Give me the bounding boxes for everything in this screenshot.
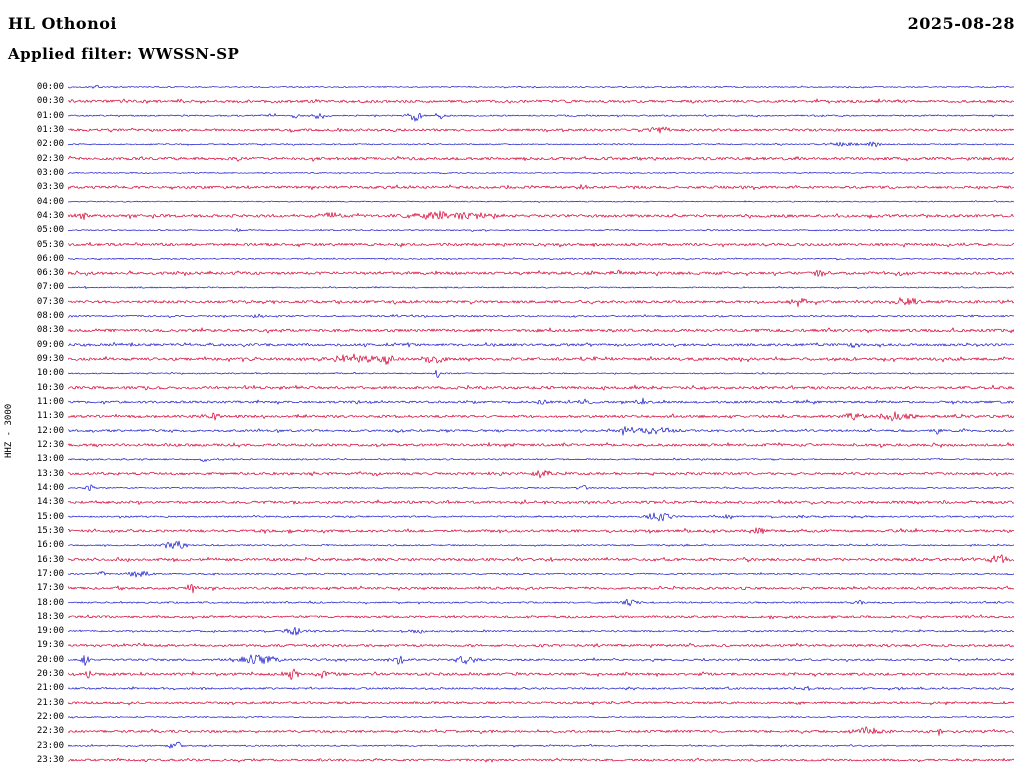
- trace-time-label: 16:00: [36, 540, 64, 551]
- time-labels: 00:00 00:30 01:00 01:30 02:00 02:30 03:00 03:30…: [0, 0, 66, 780]
- trace-time-label: 01:30: [36, 124, 64, 135]
- seismogram-canvas: [68, 80, 1014, 770]
- trace-time-label: 20:00: [36, 654, 64, 665]
- station-title: HL Othonoi: [8, 14, 117, 33]
- trace-time-label: 19:00: [36, 626, 64, 637]
- trace-time-label: 00:00: [36, 82, 64, 92]
- record-date: 2025-08-28: [907, 14, 1015, 33]
- trace-time-label: 00:30: [36, 96, 64, 107]
- applied-filter-label: Applied filter: WWSSN-SP: [8, 45, 240, 63]
- trace-time-label: 16:30: [36, 554, 64, 565]
- trace-time-label: 18:30: [36, 611, 64, 622]
- trace-time-label: 23:30: [36, 755, 64, 766]
- trace-time-label: 06:30: [36, 268, 64, 279]
- trace-time-label: 04:00: [36, 196, 64, 207]
- trace-time-label: 11:30: [36, 411, 64, 422]
- trace-time-label: 07:00: [36, 282, 64, 293]
- trace-time-label: 17:00: [36, 568, 64, 579]
- trace-time-label: 12:30: [36, 440, 64, 450]
- trace-time-label: 05:30: [36, 239, 64, 250]
- trace-time-label: 15:00: [36, 511, 64, 522]
- trace-time-label: 20:30: [36, 669, 64, 680]
- trace-time-label: 05:00: [36, 225, 64, 236]
- trace-time-label: 09:30: [36, 354, 64, 365]
- trace-time-label: 22:00: [36, 712, 64, 723]
- trace-time-label: 23:00: [36, 740, 64, 751]
- trace-time-label: 17:30: [36, 583, 64, 594]
- trace-time-label: 11:00: [36, 397, 64, 408]
- trace-time-label: 02:30: [36, 153, 64, 164]
- trace-time-label: 14:30: [36, 497, 64, 508]
- trace-time-label: 21:00: [36, 683, 64, 694]
- trace-time-label: 08:30: [36, 325, 64, 336]
- trace-time-label: 01:00: [36, 110, 64, 121]
- trace-time-label: 14:00: [36, 482, 64, 493]
- trace-time-label: 19:30: [36, 640, 64, 651]
- trace-time-label: 06:00: [36, 253, 64, 264]
- trace-time-label: 13:30: [36, 468, 64, 479]
- trace-time-label: 15:30: [36, 525, 64, 536]
- trace-time-label: 12:00: [36, 425, 64, 436]
- trace-time-label: 22:30: [36, 726, 64, 737]
- trace-time-label: 21:30: [36, 697, 64, 708]
- trace-time-label: 10:00: [36, 368, 64, 379]
- trace-time-label: 08:00: [36, 311, 64, 322]
- trace-time-label: 09:00: [36, 339, 64, 350]
- trace-time-label: 07:30: [36, 296, 64, 307]
- trace-time-label: 02:00: [36, 139, 64, 150]
- trace-time-label: 10:30: [36, 382, 64, 393]
- trace-time-label: 13:00: [36, 454, 64, 465]
- trace-time-label: 03:00: [36, 167, 64, 178]
- trace-time-label: 18:00: [36, 597, 64, 608]
- trace-time-label: 04:30: [36, 210, 64, 221]
- trace-time-label: 03:30: [36, 182, 64, 193]
